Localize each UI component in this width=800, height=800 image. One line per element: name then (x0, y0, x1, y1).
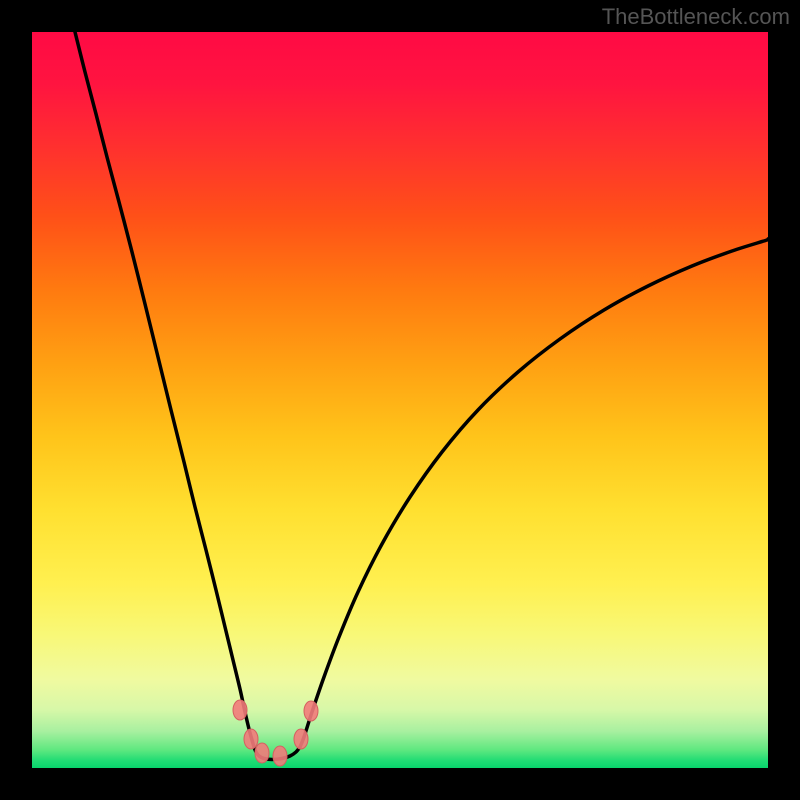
data-marker (255, 743, 269, 763)
data-marker (273, 746, 287, 766)
data-marker (244, 729, 258, 749)
data-marker (233, 700, 247, 720)
data-marker (294, 729, 308, 749)
data-marker (304, 701, 318, 721)
plot-area (32, 32, 768, 768)
attribution-text: TheBottleneck.com (602, 4, 790, 30)
chart-background (32, 32, 768, 768)
chart-svg (32, 32, 768, 768)
